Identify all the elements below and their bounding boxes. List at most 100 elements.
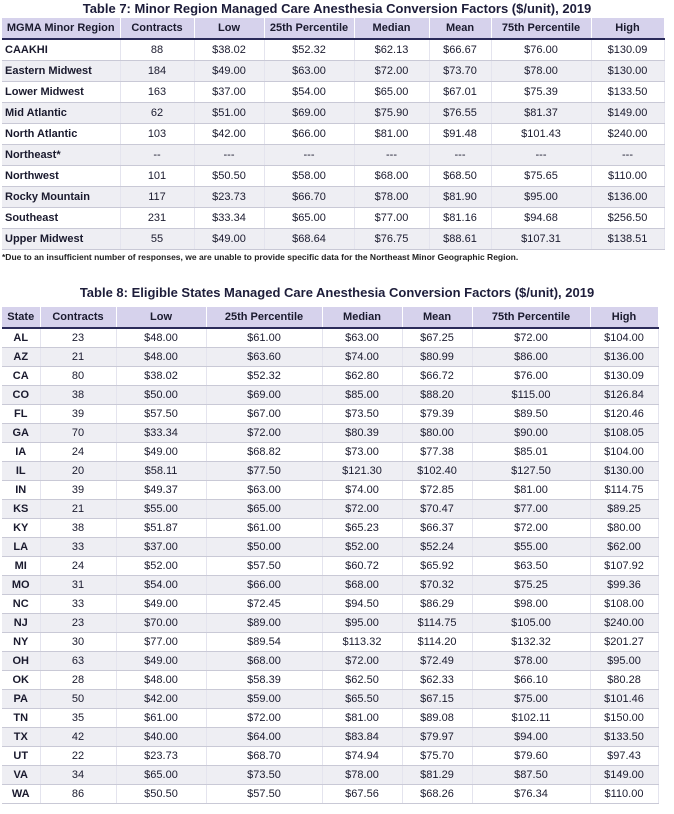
table-cell: $110.00: [591, 165, 665, 187]
table-cell: 22: [40, 746, 117, 766]
table-cell: $138.51: [591, 228, 665, 250]
table-cell: $78.00: [322, 765, 403, 785]
table-cell: $114.75: [590, 480, 659, 500]
table-cell: $23.73: [194, 186, 265, 208]
table-cell: $95.00: [322, 613, 403, 633]
table-cell: North Atlantic: [2, 123, 121, 145]
table-cell: 23: [40, 328, 117, 348]
table-row: UT 22 $23.73 $68.70 $74.94 $75.70 $79.60 $97.43: [2, 746, 659, 766]
table-cell: $67.25: [402, 328, 473, 348]
column-header: Low: [194, 18, 265, 40]
table-cell: $89.54: [206, 632, 323, 652]
table-row: OH 63 $49.00 $68.00 $72.00 $72.49 $78.00 $95.00: [2, 651, 659, 671]
table-cell: ---: [591, 144, 665, 166]
table-cell: $66.70: [264, 186, 355, 208]
table-cell: 38: [40, 385, 117, 405]
table-cell: $101.43: [491, 123, 592, 145]
table-row: Upper Midwest 55 $49.00 $68.64 $76.75 $88.61 $…: [2, 228, 665, 250]
table-cell: $102.40: [402, 461, 473, 481]
table-cell: --: [120, 144, 195, 166]
column-header: 25th Percentile: [206, 307, 323, 329]
table-cell: 88: [120, 39, 195, 61]
table-cell: $87.50: [472, 765, 591, 785]
table-cell: $149.00: [591, 102, 665, 124]
table-cell: $81.16: [429, 207, 492, 229]
table-cell: 55: [120, 228, 195, 250]
table-cell: $97.43: [590, 746, 659, 766]
table-cell: $33.34: [116, 423, 207, 443]
table-cell: $74.94: [322, 746, 403, 766]
table-cell: 103: [120, 123, 195, 145]
column-header: Median: [322, 307, 403, 329]
table-row: KY 38 $51.87 $61.00 $65.23 $66.37 $72.00 $80.00: [2, 518, 659, 538]
table-cell: ---: [491, 144, 592, 166]
table-cell: $67.00: [206, 404, 323, 424]
table-cell: $67.01: [429, 81, 492, 103]
table-cell: $59.00: [206, 689, 323, 709]
table-cell: $51.87: [116, 518, 207, 538]
table-cell: CAAKHI: [2, 39, 121, 61]
table-cell: $57.50: [206, 784, 323, 804]
table-cell: $89.08: [402, 708, 473, 728]
table-cell: $68.00: [206, 651, 323, 671]
table-cell: $70.00: [116, 613, 207, 633]
table-cell: $67.15: [402, 689, 473, 709]
table-body: CAAKHI 88 $38.02 $52.32 $62.13 $66.67 $76.00 $1…: [2, 39, 665, 250]
table-cell: $114.20: [402, 632, 473, 652]
table-cell: KS: [2, 499, 41, 519]
table-cell: $76.75: [354, 228, 430, 250]
table-cell: $49.00: [194, 60, 265, 82]
table-cell: $75.90: [354, 102, 430, 124]
table-cell: $83.84: [322, 727, 403, 747]
table-cell: $75.00: [472, 689, 591, 709]
column-header: 75th Percentile: [472, 307, 591, 329]
table-cell: $115.00: [472, 385, 591, 405]
table-cell: $68.64: [264, 228, 355, 250]
table-cell: $62.13: [354, 39, 430, 61]
table-cell: $105.00: [472, 613, 591, 633]
table-cell: $133.50: [591, 81, 665, 103]
table-cell: OK: [2, 670, 41, 690]
table-cell: ---: [264, 144, 355, 166]
table-cell: $81.90: [429, 186, 492, 208]
table-cell: IL: [2, 461, 41, 481]
table-cell: 38: [40, 518, 117, 538]
table-cell: $101.46: [590, 689, 659, 709]
table-cell: $50.00: [116, 385, 207, 405]
table-cell: $60.72: [322, 556, 403, 576]
table-cell: $72.00: [322, 651, 403, 671]
table-cell: $38.02: [116, 366, 207, 386]
table-cell: GA: [2, 423, 41, 443]
table-cell: $65.00: [116, 765, 207, 785]
table-cell: 34: [40, 765, 117, 785]
table-cell: 42: [40, 727, 117, 747]
table-cell: NC: [2, 594, 41, 614]
table-cell: $85.00: [322, 385, 403, 405]
table-cell: $63.00: [322, 328, 403, 348]
table-cell: NY: [2, 632, 41, 652]
table-cell: $65.50: [322, 689, 403, 709]
table-cell: 63: [40, 651, 117, 671]
table-cell: $76.00: [491, 39, 592, 61]
table-cell: $76.00: [472, 366, 591, 386]
table-cell: $52.32: [264, 39, 355, 61]
table-cell: $113.32: [322, 632, 403, 652]
table-cell: $77.38: [402, 442, 473, 462]
state-table: State Contracts Low 25th Percentile Median Me…: [2, 307, 659, 804]
table-cell: ---: [429, 144, 492, 166]
table-cell: VA: [2, 765, 41, 785]
table-cell: Northwest: [2, 165, 121, 187]
table-cell: AZ: [2, 347, 41, 367]
table-cell: $75.70: [402, 746, 473, 766]
table-cell: $51.00: [194, 102, 265, 124]
table-row: PA 50 $42.00 $59.00 $65.50 $67.15 $75.00 $101.4…: [2, 689, 659, 709]
table-cell: $63.00: [264, 60, 355, 82]
table-cell: $55.00: [472, 537, 591, 557]
footnote: *Due to an insufficient number of respon…: [2, 252, 519, 262]
table-cell: $49.37: [116, 480, 207, 500]
table-cell: $74.00: [322, 347, 403, 367]
table-cell: $130.09: [591, 39, 665, 61]
header-row: MGMA Minor Region Contracts Low 25th Percen…: [2, 18, 665, 40]
table-cell: $48.00: [116, 670, 207, 690]
